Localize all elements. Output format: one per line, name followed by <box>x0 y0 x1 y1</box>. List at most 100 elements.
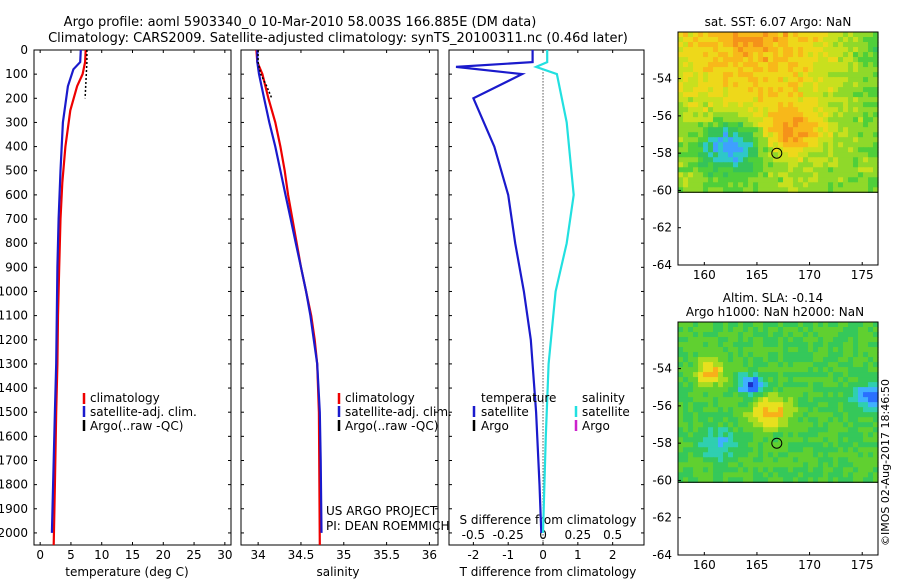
map-cell <box>813 82 819 88</box>
map-cell <box>778 82 784 88</box>
map-cell <box>688 407 694 413</box>
map-cell <box>758 357 764 363</box>
map-cell <box>718 347 724 353</box>
map-cell <box>733 392 739 398</box>
map-cell <box>708 342 714 348</box>
map-cell <box>863 137 869 143</box>
map-cell <box>863 102 869 108</box>
map-cell <box>768 337 774 343</box>
map-cell <box>748 462 754 468</box>
map-cell <box>753 467 759 473</box>
map-cell <box>873 377 879 383</box>
map-cell <box>693 342 699 348</box>
map-cell <box>828 402 834 408</box>
map-cell <box>713 442 719 448</box>
map-cell <box>683 442 689 448</box>
map-cell <box>688 417 694 423</box>
map-cell <box>858 477 864 483</box>
map-cell <box>828 92 834 98</box>
map-cell <box>798 122 804 128</box>
map-cell <box>803 477 809 483</box>
map-cell <box>833 352 839 358</box>
map-cell <box>723 37 729 43</box>
map-cell <box>743 437 749 443</box>
map-cell <box>733 457 739 463</box>
map-cell <box>733 127 739 133</box>
map-cell <box>688 412 694 418</box>
map-cell <box>773 387 779 393</box>
map-cell <box>868 182 874 188</box>
map-cell <box>773 107 779 113</box>
map-cell <box>848 112 854 118</box>
map-cell <box>723 182 729 188</box>
map-cell <box>818 472 824 478</box>
map-cell <box>833 157 839 163</box>
map-cell <box>873 337 879 343</box>
map-cell <box>848 77 854 83</box>
map-cell <box>773 397 779 403</box>
map-cell <box>848 342 854 348</box>
map-cell <box>743 37 749 43</box>
map-cell <box>843 387 849 393</box>
map-cell <box>713 52 719 58</box>
map-cell <box>838 162 844 168</box>
map-cell <box>813 97 819 103</box>
map-cell <box>823 407 829 413</box>
map-cell <box>753 452 759 458</box>
map-cell <box>753 52 759 58</box>
map-cell <box>678 472 684 478</box>
map-cell <box>713 92 719 98</box>
series-line-climatology <box>255 49 321 546</box>
map-cell <box>763 367 769 373</box>
map-cell <box>783 167 789 173</box>
map-cell <box>773 52 779 58</box>
map-cell <box>863 342 869 348</box>
map-cell <box>763 102 769 108</box>
map-cell <box>733 162 739 168</box>
map-cell <box>738 382 744 388</box>
map-cell <box>873 172 879 178</box>
map-cell <box>833 367 839 373</box>
map-cell <box>703 92 709 98</box>
map-cell <box>708 72 714 78</box>
map-cell <box>703 97 709 103</box>
map-cell <box>723 387 729 393</box>
map-cell <box>838 32 844 38</box>
difference-legend: temperature satellite Argo salinity sate… <box>472 391 630 433</box>
map-cell <box>683 337 689 343</box>
map-cell <box>868 432 874 438</box>
x-tick-label: 35.5 <box>373 548 400 562</box>
map-cell <box>763 337 769 343</box>
x-tick-label: 35 <box>336 548 351 562</box>
series-line-argorawqc <box>84 50 88 99</box>
map-cell <box>733 467 739 473</box>
map-cell <box>783 362 789 368</box>
map-cell <box>793 32 799 38</box>
map-cell <box>688 32 694 38</box>
map-cell <box>868 142 874 148</box>
map-cell <box>798 72 804 78</box>
map-cell <box>738 107 744 113</box>
map-cell <box>768 427 774 433</box>
map-cell <box>688 467 694 473</box>
map-cell <box>728 402 734 408</box>
map-cell <box>748 397 754 403</box>
map-cell <box>838 72 844 78</box>
map-cell <box>678 92 684 98</box>
map-cell <box>698 322 704 328</box>
map-cell <box>703 457 709 463</box>
map-cell <box>793 417 799 423</box>
map-cell <box>843 152 849 158</box>
map-cell <box>748 432 754 438</box>
map-cell <box>678 457 684 463</box>
map-cell <box>788 422 794 428</box>
map-cell <box>843 127 849 133</box>
map-cell <box>748 437 754 443</box>
map-cell <box>683 102 689 108</box>
map-cell <box>768 142 774 148</box>
map-cell <box>788 122 794 128</box>
map-cell <box>763 77 769 83</box>
map-cell <box>793 472 799 478</box>
map-cell <box>873 372 879 378</box>
map-cell <box>723 42 729 48</box>
